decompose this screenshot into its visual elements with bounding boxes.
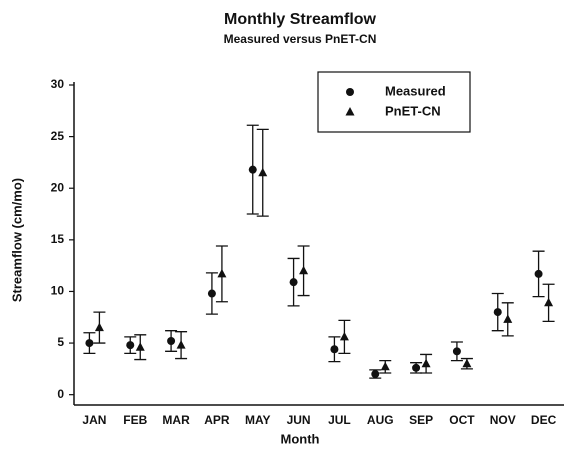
x-tick-label: SEP [409, 413, 433, 427]
data-point [371, 370, 380, 379]
legend-marker [345, 107, 355, 116]
data-point [330, 345, 339, 354]
x-tick-label: NOV [490, 413, 516, 427]
data-point [217, 268, 227, 278]
data-point [176, 340, 186, 349]
x-tick-label: OCT [449, 413, 475, 427]
data-point [135, 342, 145, 351]
data-point [380, 361, 390, 371]
data-point [534, 269, 543, 278]
x-tick-label: FEB [123, 413, 147, 427]
x-tick-label: JUL [328, 413, 351, 427]
y-tick-label: 25 [51, 129, 65, 143]
data-point [493, 308, 502, 317]
legend-marker [346, 88, 354, 96]
x-tick-label: MAR [162, 413, 190, 427]
data-point [85, 339, 94, 348]
y-tick-label: 30 [51, 77, 65, 91]
x-tick-label: APR [204, 413, 230, 427]
chart-subtitle: Measured versus PnET-CN [224, 32, 377, 46]
x-tick-label: JUN [287, 413, 311, 427]
data-point [94, 322, 104, 332]
data-point [289, 278, 298, 287]
data-point [167, 337, 176, 345]
x-axis-label: Month [281, 431, 320, 446]
y-tick-label: 10 [51, 284, 65, 298]
y-axis-label: Streamflow (cm/mo) [9, 178, 24, 302]
data-point [339, 331, 349, 341]
data-point [207, 289, 216, 298]
data-point [462, 358, 472, 368]
legend-box [317, 71, 471, 133]
chart-title: Monthly Streamflow [224, 11, 377, 28]
x-tick-label: MAY [245, 413, 271, 427]
legend-label: Measured [385, 83, 446, 98]
data-point [126, 341, 135, 350]
legend-label: PnET-CN [385, 103, 441, 118]
data-point [452, 347, 461, 356]
data-point [258, 167, 268, 177]
data-point [412, 363, 421, 372]
data-point [421, 358, 431, 368]
data-point [503, 314, 513, 323]
data-point [248, 165, 257, 174]
y-tick-label: 20 [51, 180, 65, 194]
data-point [299, 265, 309, 275]
y-tick-label: 0 [57, 387, 64, 401]
x-tick-label: DEC [531, 413, 557, 427]
x-tick-label: AUG [367, 413, 394, 427]
x-tick-label: JAN [82, 413, 106, 427]
y-tick-label: 5 [57, 335, 64, 349]
data-point [544, 297, 554, 307]
y-tick-label: 15 [51, 232, 65, 246]
